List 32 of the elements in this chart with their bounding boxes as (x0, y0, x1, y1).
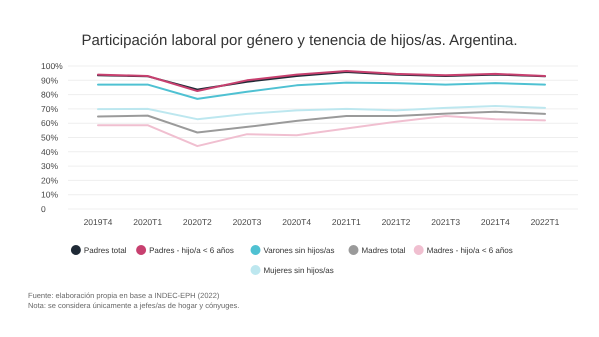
x-tick-label: 2021T3 (431, 217, 460, 227)
y-tick-label: 10% (41, 190, 58, 200)
y-tick-label: 60% (41, 118, 58, 128)
legend-label: Padres - hijo/a < 6 años (149, 246, 234, 255)
legend-label: Madres total (362, 246, 406, 255)
x-tick-label: 2022T1 (530, 217, 560, 227)
y-tick-label: 50% (41, 132, 58, 142)
x-tick-label: 2019T4 (84, 217, 113, 227)
y-tick-label: 100% (41, 61, 64, 71)
x-tick-label: 2021T4 (480, 217, 510, 227)
legend-label: Padres total (84, 246, 127, 255)
y-tick-label: 0 (41, 204, 46, 214)
chart-title: Participación laboral por género y tenencia de hijos/as. Argentina. (81, 32, 518, 49)
y-tick-label: 70% (41, 104, 58, 114)
legend-label: Varones sin hijos/as (264, 246, 334, 255)
y-tick-label: 80% (41, 90, 58, 100)
line-series (97, 105, 546, 120)
legend-label: Madres - hijo/a < 6 años (426, 246, 513, 255)
line-series (97, 115, 546, 148)
legend-label: Mujeres sin hijos/as (264, 266, 334, 275)
line-series (97, 110, 546, 134)
y-tick-label: 40% (41, 146, 58, 157)
x-tick-label: 2021T2 (382, 217, 411, 227)
y-tick-label: 30% (41, 161, 58, 172)
x-tick-label: 2020T2 (182, 217, 212, 227)
x-tick-label: 2020T1 (133, 217, 162, 227)
y-tick-label: 90% (41, 75, 58, 86)
x-tick-label: 2020T3 (232, 217, 262, 227)
line-series (97, 82, 546, 100)
x-tick-label: 2020T4 (282, 217, 312, 227)
x-tick-label: 2021T1 (332, 217, 362, 227)
y-tick-label: 20% (41, 175, 58, 186)
